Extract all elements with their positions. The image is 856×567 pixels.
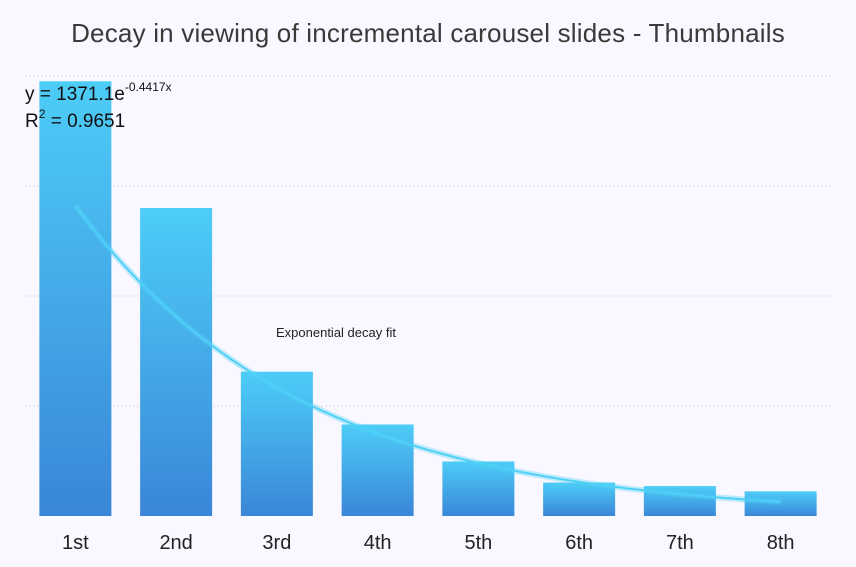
bar-3rd (240, 371, 313, 516)
x-tick-labels: 1st 2nd 3rd 4th 5th 6th 7th 8th (62, 532, 795, 554)
trendline-label: Exponential decay fit (276, 325, 396, 340)
bars (39, 81, 817, 516)
r2-value: = 0.9651 (45, 111, 126, 132)
x-tick-label: 4th (364, 532, 392, 554)
trendline-equation: y = 1371.1e-0.4417x (25, 80, 172, 106)
bar-8th (744, 491, 817, 516)
equation-exponent: -0.4417x (124, 80, 172, 94)
chart-title: Decay in viewing of incremental carousel… (71, 18, 785, 48)
trendline (74, 205, 781, 503)
x-tick-label: 8th (767, 532, 795, 554)
bar-5th (442, 461, 515, 516)
x-tick-label: 5th (464, 532, 492, 554)
bar-6th (543, 482, 616, 516)
r2-superscript: 2 (38, 107, 46, 121)
bar-2nd (140, 208, 213, 516)
bar-4th (341, 424, 414, 516)
x-tick-label: 6th (565, 532, 593, 554)
x-tick-label: 3rd (262, 532, 291, 554)
bar-1st (39, 81, 112, 516)
trendline-group: Exponential decay fit (72, 203, 781, 505)
equation-prefix: y = 1371.1e (25, 84, 125, 105)
r2-prefix: R (25, 111, 39, 132)
r-squared-label: R2 = 0.9651 (25, 107, 125, 133)
x-tick-label: 7th (666, 532, 694, 554)
x-tick-label: 2nd (159, 532, 192, 554)
x-tick-label: 1st (62, 532, 89, 554)
